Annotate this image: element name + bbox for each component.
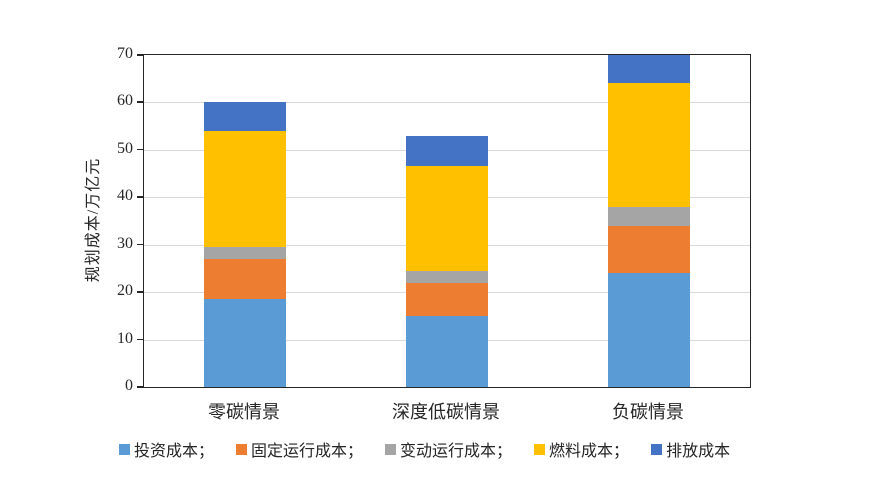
bar-segment [204,247,286,259]
y-axis-tick [137,338,143,341]
y-axis-tick [137,101,143,103]
gridline [144,102,750,104]
y-axis-tick-label: 30 [117,234,133,252]
bar-segment [204,299,286,387]
x-axis-category-label: 零碳情景 [208,402,280,422]
y-axis-tick-label: 60 [117,92,133,110]
bar-segment [406,270,488,283]
x-axis-category-label: 负碳情景 [612,402,684,422]
x-axis-category-label: 深度低碳情景 [392,402,500,422]
legend-label: 固定运行成本； [251,443,364,460]
bar-segment [608,83,690,207]
y-axis-tick [137,148,143,151]
legend-label: 排放成本 [666,443,731,460]
y-axis-tick [137,54,143,56]
bar-segment [608,273,690,387]
y-axis-tick [137,243,143,246]
legend-swatch-icon [534,443,546,455]
y-axis-tick-label: 70 [117,45,133,62]
y-axis-tick [137,291,143,293]
legend-swatch-icon [236,443,248,455]
legend-item: 投资成本； [119,437,214,461]
bar-segment [204,258,286,300]
legend-item: 变动运行成本； [385,437,512,461]
legend-item: 固定运行成本； [236,437,363,461]
legend-swatch-icon [385,443,397,455]
y-axis-title: 规划成本/万亿元 [85,157,103,283]
y-axis-tick-label: 0 [125,377,133,394]
plot-area [143,54,751,388]
y-axis-tick-label: 10 [117,329,133,347]
y-axis-tick-label: 50 [117,139,133,157]
bar-segment [608,225,690,274]
legend-label: 变动运行成本； [400,443,513,460]
bar-segment [204,102,286,131]
bar-segment [406,315,488,387]
bar-segment [406,166,488,271]
y-axis-tick [137,196,143,198]
bar-segment [204,130,286,248]
legend-swatch-icon [651,443,663,455]
legend-label: 燃料成本； [549,443,630,460]
y-axis-tick-label: 40 [117,187,133,205]
legend-swatch-icon [119,443,130,455]
y-axis-tick-label: 20 [117,282,133,300]
legend-item: 燃料成本； [534,437,629,461]
bar-segment [608,55,690,84]
legend-item: 排放成本 [651,437,730,461]
legend-label: 投资成本； [134,443,215,460]
bar-segment [406,282,488,316]
bar-segment [608,206,690,226]
bar-segment [406,135,488,167]
y-axis-tick [137,386,143,388]
legend: 投资成本； 固定运行成本； 变动运行成本； 燃料成本； 排放成本 [119,437,730,461]
